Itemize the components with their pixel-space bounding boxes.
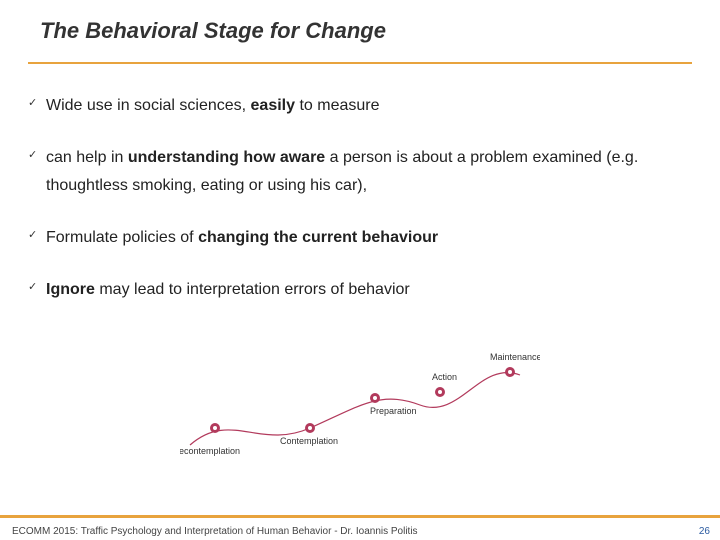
bullet-bold: understanding how aware bbox=[128, 149, 325, 166]
bullet-pre: can help in bbox=[46, 149, 128, 166]
check-icon: ✓ bbox=[28, 276, 46, 298]
bullet-item: ✓ Ignore may lead to interpretation erro… bbox=[28, 276, 692, 304]
bullet-post: to measure bbox=[295, 97, 379, 114]
footer-separator bbox=[0, 515, 720, 518]
check-icon: ✓ bbox=[28, 144, 46, 166]
bullet-text: Ignore may lead to interpretation errors… bbox=[46, 276, 410, 304]
bullet-post: may lead to interpretation errors of beh… bbox=[95, 281, 410, 298]
bullet-item: ✓ Formulate policies of changing the cur… bbox=[28, 224, 692, 252]
svg-text:Action: Action bbox=[432, 372, 457, 382]
bullet-list: ✓ Wide use in social sciences, easily to… bbox=[28, 92, 692, 328]
bullet-text: Formulate policies of changing the curre… bbox=[46, 224, 438, 252]
bullet-text: Wide use in social sciences, easily to m… bbox=[46, 92, 380, 120]
bullet-text: can help in understanding how aware a pe… bbox=[46, 144, 692, 200]
stages-curve-svg: Precontemplation Contemplation Preparation… bbox=[180, 350, 540, 470]
bullet-bold: Ignore bbox=[46, 281, 95, 298]
check-icon: ✓ bbox=[28, 92, 46, 114]
page-number: 26 bbox=[699, 526, 710, 537]
bullet-item: ✓ Wide use in social sciences, easily to… bbox=[28, 92, 692, 120]
slide-title: The Behavioral Stage for Change bbox=[40, 18, 386, 44]
bullet-bold: easily bbox=[251, 97, 295, 114]
stages-diagram: Precontemplation Contemplation Preparation… bbox=[180, 350, 540, 470]
bullet-pre: Formulate policies of bbox=[46, 229, 198, 246]
svg-text:Precontemplation: Precontemplation bbox=[180, 446, 240, 456]
title-underline bbox=[28, 62, 692, 64]
footer-text: ECOMM 2015: Traffic Psychology and Inter… bbox=[12, 526, 418, 537]
check-icon: ✓ bbox=[28, 224, 46, 246]
bullet-item: ✓ can help in understanding how aware a … bbox=[28, 144, 692, 200]
bullet-bold: changing the current behaviour bbox=[198, 229, 438, 246]
svg-text:Preparation: Preparation bbox=[370, 406, 417, 416]
svg-text:Maintenance: Maintenance bbox=[490, 352, 540, 362]
bullet-pre: Wide use in social sciences, bbox=[46, 97, 251, 114]
svg-text:Contemplation: Contemplation bbox=[280, 436, 338, 446]
slide: The Behavioral Stage for Change ✓ Wide u… bbox=[0, 0, 720, 540]
